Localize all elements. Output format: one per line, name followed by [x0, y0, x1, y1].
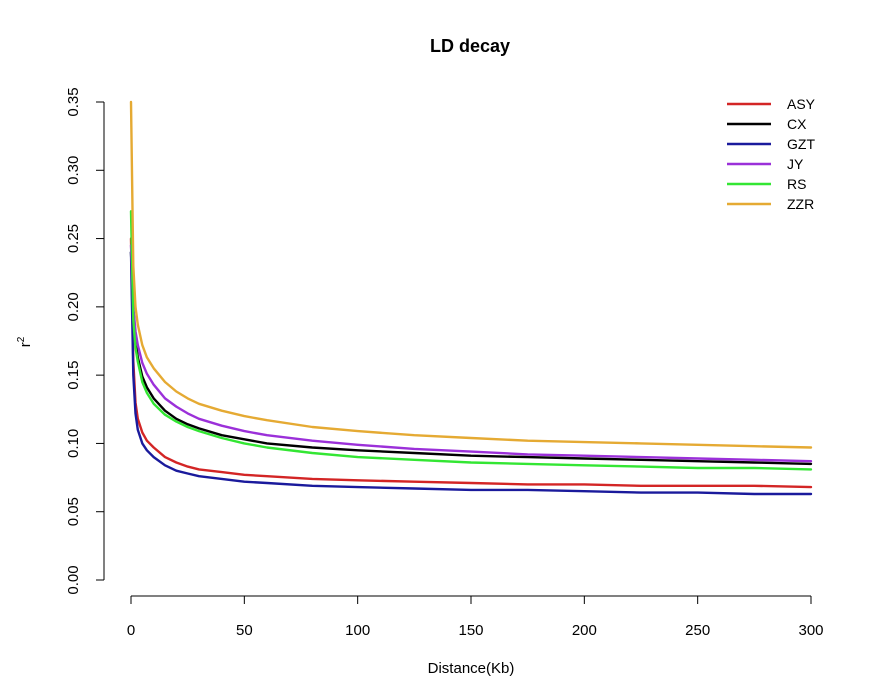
y-axis-title-superscript: 2 — [16, 336, 27, 342]
y-axis-title: r2 — [16, 336, 34, 347]
legend-label: CX — [787, 116, 807, 132]
x-tick-label: 50 — [236, 622, 253, 639]
y-tick-label: 0.10 — [65, 429, 82, 458]
x-tick-label: 0 — [127, 622, 135, 639]
legend-label: GZT — [787, 136, 815, 152]
series-line-jy — [129, 244, 813, 463]
y-tick-label: 0.15 — [65, 361, 82, 390]
x-tick-label: 100 — [345, 622, 370, 639]
x-tick-label: 300 — [798, 622, 823, 639]
legend-label: ZZR — [787, 196, 814, 212]
x-tick-label: 150 — [458, 622, 483, 639]
svg-text:r2: r2 — [16, 336, 34, 347]
legend-label: JY — [787, 156, 804, 172]
series-line-asy — [129, 237, 813, 489]
y-tick-label: 0.00 — [65, 565, 82, 594]
y-ticks: 0.00 0.05 0.10 0.15 0.20 0.25 0.30 0.35 — [65, 87, 104, 595]
series-line-rs — [129, 210, 813, 471]
y-tick-label: 0.05 — [65, 497, 82, 526]
y-tick-label: 0.25 — [65, 224, 82, 253]
x-axis-title: Distance(Kb) — [428, 660, 515, 677]
chart-title: LD decay — [430, 36, 510, 56]
x-ticks: 0 50 100 150 200 250 300 — [127, 596, 824, 639]
series-line-zzr — [129, 100, 813, 449]
y-tick-label: 0.20 — [65, 292, 82, 321]
series-line-cx — [129, 250, 813, 466]
series-line-gzt — [129, 250, 813, 496]
y-axis: 0.00 0.05 0.10 0.15 0.20 0.25 0.30 0.35 — [65, 87, 105, 595]
y-tick-label: 0.30 — [65, 156, 82, 185]
x-tick-label: 200 — [572, 622, 597, 639]
plot-lines — [129, 100, 813, 496]
legend-label: ASY — [787, 96, 816, 112]
x-axis: 0 50 100 150 200 250 300 — [127, 595, 824, 639]
legend: ASY CX GZT JY RS ZZR — [727, 96, 816, 212]
x-tick-label: 250 — [685, 622, 710, 639]
legend-label: RS — [787, 176, 806, 192]
y-axis-title-main: r — [17, 342, 34, 347]
y-tick-label: 0.35 — [65, 87, 82, 116]
